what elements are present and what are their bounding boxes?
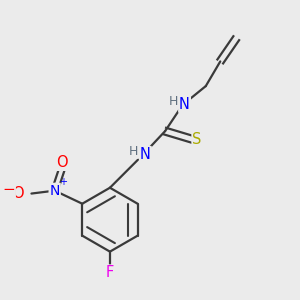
Text: −: − xyxy=(2,182,15,197)
Text: N: N xyxy=(140,147,151,162)
Text: S: S xyxy=(192,132,202,147)
Text: H: H xyxy=(169,95,178,108)
Text: +: + xyxy=(59,177,67,187)
Text: N: N xyxy=(179,97,190,112)
Text: F: F xyxy=(106,265,114,280)
Text: O: O xyxy=(12,186,23,201)
Text: H: H xyxy=(129,145,138,158)
Text: N: N xyxy=(50,184,60,198)
Text: O: O xyxy=(56,155,68,170)
